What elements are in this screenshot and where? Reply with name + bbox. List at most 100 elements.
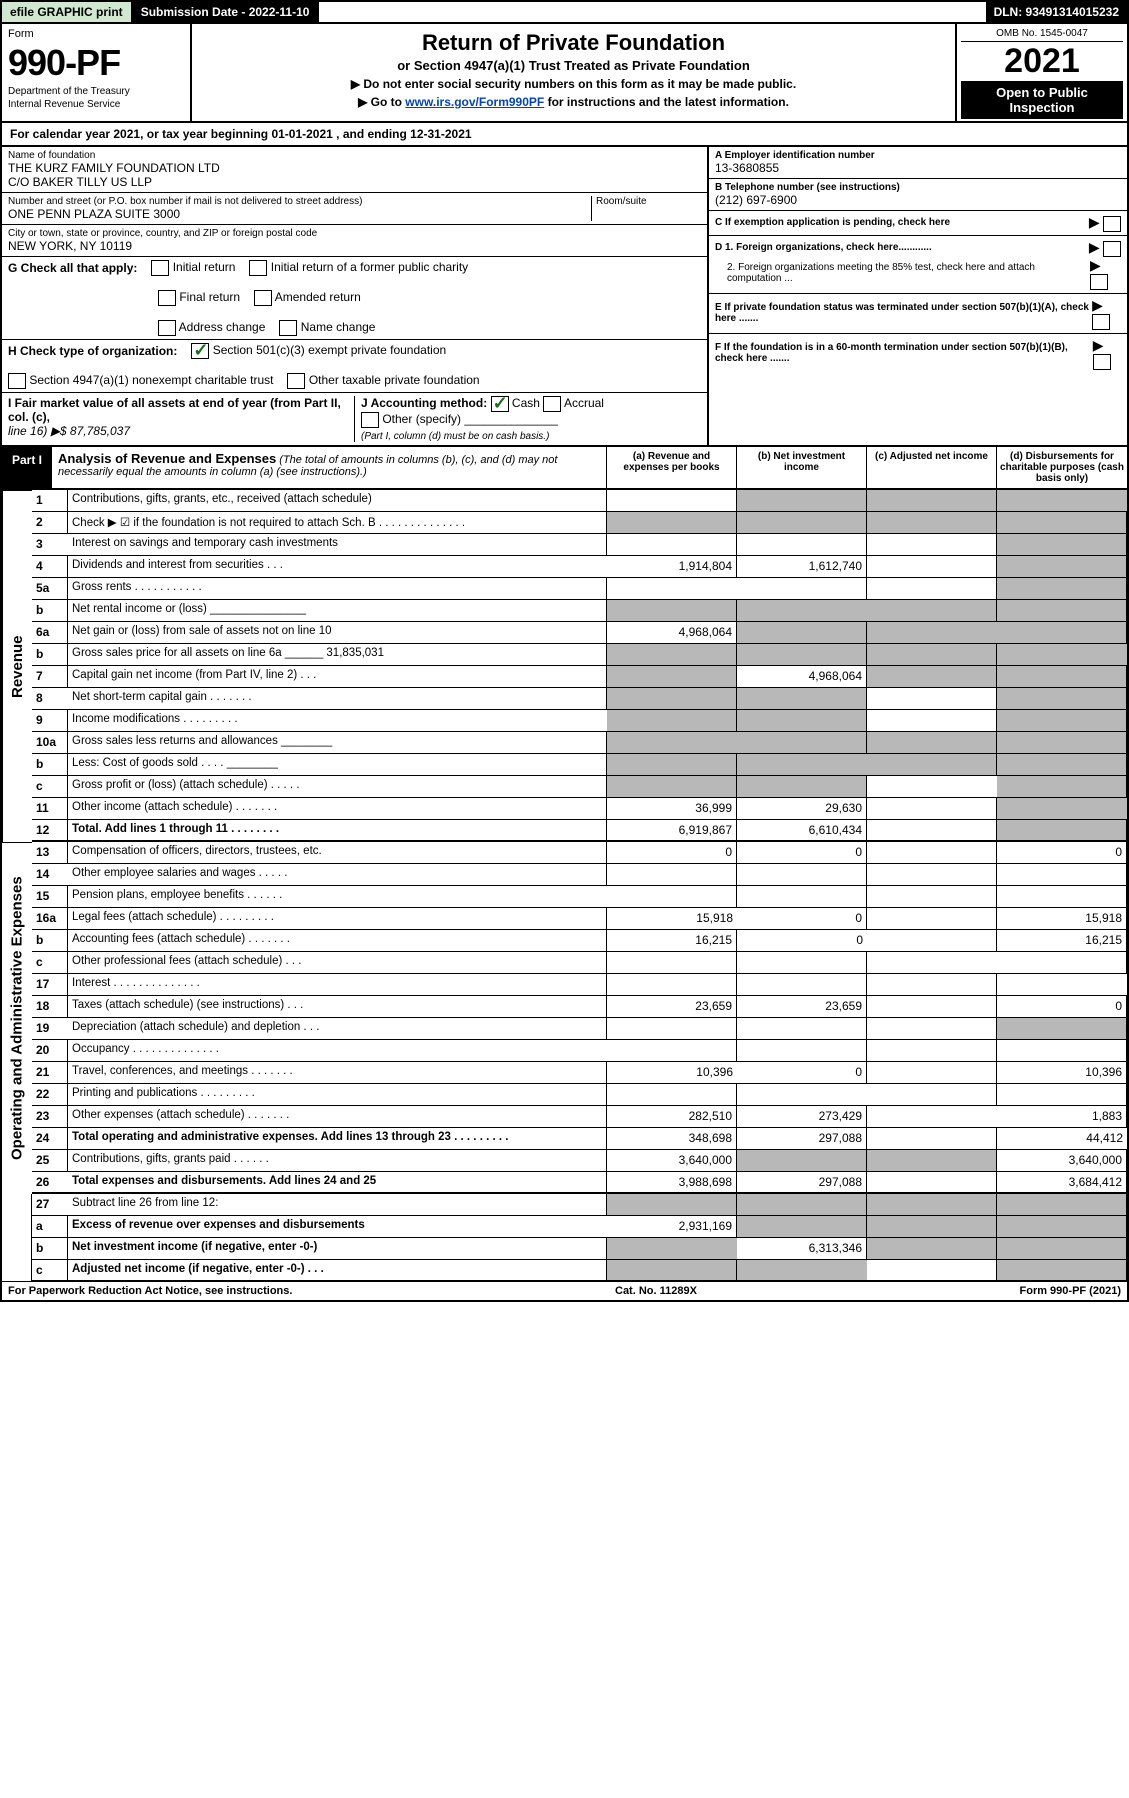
table-cell xyxy=(867,732,997,754)
table-cell: 24 xyxy=(32,1128,68,1150)
g-opt-3: Amended return xyxy=(254,290,361,306)
table-cell: Net investment income (if negative, ente… xyxy=(68,1238,607,1260)
j-other-label: Other (specify) xyxy=(382,412,461,426)
checkbox-icon[interactable] xyxy=(361,412,379,428)
table-cell: 16,215 xyxy=(607,930,737,952)
table-cell xyxy=(737,864,867,886)
checkbox-icon[interactable] xyxy=(1093,354,1111,370)
table-cell: 10a xyxy=(32,732,68,754)
sub2b-suffix: for instructions and the latest informat… xyxy=(548,95,789,109)
table-cell xyxy=(867,688,997,710)
table-cell xyxy=(997,732,1127,754)
h2-label: Section 4947(a)(1) nonexempt charitable … xyxy=(29,373,273,387)
checkbox-icon[interactable] xyxy=(1103,216,1121,232)
checkbox-icon[interactable] xyxy=(1090,274,1108,290)
d1-check: ▶ xyxy=(1089,239,1121,257)
part1-header: Part I Analysis of Revenue and Expenses … xyxy=(0,447,1129,490)
table-cell xyxy=(997,1040,1127,1062)
table-cell: 20 xyxy=(32,1040,68,1062)
table-cell xyxy=(607,886,737,908)
table-cell xyxy=(867,996,997,1018)
checkbox-checked-icon[interactable] xyxy=(191,343,209,359)
form-number: 990-PF xyxy=(8,42,184,84)
g-opt-3-label: Amended return xyxy=(275,290,361,304)
part1-grid: Revenue1Contributions, gifts, grants, et… xyxy=(0,490,1129,1282)
table-cell: a xyxy=(32,1216,68,1238)
table-cell: Gross sales price for all assets on line… xyxy=(68,644,607,666)
table-cell: Legal fees (attach schedule) . . . . . .… xyxy=(68,908,607,930)
checkbox-icon[interactable] xyxy=(151,260,169,276)
table-cell: 25 xyxy=(32,1150,68,1172)
table-cell: 8 xyxy=(32,688,68,710)
table-cell: 10,396 xyxy=(997,1062,1127,1084)
table-cell: 23,659 xyxy=(607,996,737,1018)
table-cell: Gross profit or (loss) (attach schedule)… xyxy=(68,776,607,798)
checkbox-icon[interactable] xyxy=(287,373,305,389)
table-cell: 27 xyxy=(32,1194,68,1216)
checkbox-icon[interactable] xyxy=(543,396,561,412)
table-cell: 6,919,867 xyxy=(607,820,737,842)
table-cell: 3,640,000 xyxy=(607,1150,737,1172)
g-label: G Check all that apply: xyxy=(8,261,137,275)
table-cell xyxy=(997,556,1127,578)
g-row: G Check all that apply: Initial return I… xyxy=(2,257,707,340)
checkbox-icon[interactable] xyxy=(254,290,272,306)
g-opt-1: Initial return of a former public charit… xyxy=(249,260,468,276)
table-cell xyxy=(607,754,737,776)
name-label: Name of foundation xyxy=(8,150,701,161)
e-block: E If private foundation status was termi… xyxy=(709,294,1127,334)
checkbox-icon[interactable] xyxy=(1103,241,1121,257)
table-cell xyxy=(997,754,1127,776)
table-cell xyxy=(867,754,997,776)
phone-value: (212) 697-6900 xyxy=(715,193,1121,207)
table-cell: 13 xyxy=(32,842,68,864)
j-label: J Accounting method: xyxy=(361,396,487,410)
table-cell: 3,988,698 xyxy=(607,1172,737,1194)
table-cell xyxy=(737,644,867,666)
table-cell xyxy=(737,600,867,622)
checkbox-icon[interactable] xyxy=(1092,314,1110,330)
address: ONE PENN PLAZA SUITE 3000 xyxy=(8,207,591,221)
checkbox-icon[interactable] xyxy=(279,320,297,336)
table-cell: 36,999 xyxy=(607,798,737,820)
checkbox-icon[interactable] xyxy=(8,373,26,389)
table-cell: Subtract line 26 from line 12: xyxy=(68,1194,607,1216)
table-cell xyxy=(607,1084,737,1106)
instructions-link[interactable]: www.irs.gov/Form990PF xyxy=(405,95,544,109)
table-cell: Check ▶ ☑ if the foundation is not requi… xyxy=(68,512,607,534)
table-cell xyxy=(867,1040,997,1062)
checkbox-icon[interactable] xyxy=(249,260,267,276)
table-cell xyxy=(867,908,997,930)
table-cell xyxy=(997,886,1127,908)
table-cell xyxy=(867,534,997,556)
calendar-year-row: For calendar year 2021, or tax year begi… xyxy=(0,123,1129,147)
h-opt-2: Section 4947(a)(1) nonexempt charitable … xyxy=(8,373,273,389)
table-cell xyxy=(607,952,737,974)
part1-label: Part I xyxy=(2,447,52,488)
checkbox-icon[interactable] xyxy=(158,290,176,306)
table-cell: 6a xyxy=(32,622,68,644)
side-label: Revenue xyxy=(2,490,32,842)
table-cell: Depreciation (attach schedule) and deple… xyxy=(68,1018,607,1040)
table-cell: 0 xyxy=(737,930,867,952)
table-cell xyxy=(867,1216,997,1238)
table-cell xyxy=(607,1260,737,1282)
d2-check: ▶ xyxy=(1090,257,1121,290)
checkbox-icon[interactable] xyxy=(158,320,176,336)
h-opt-3: Other taxable private foundation xyxy=(287,373,479,389)
col-d-header: (d) Disbursements for charitable purpose… xyxy=(997,447,1127,488)
table-cell xyxy=(607,490,737,512)
g-opt-2: Final return xyxy=(158,290,240,306)
table-cell xyxy=(867,886,997,908)
topbar-spacer xyxy=(319,2,985,22)
checkbox-checked-icon[interactable] xyxy=(491,396,509,412)
table-cell xyxy=(607,666,737,688)
col-a-header: (a) Revenue and expenses per books xyxy=(607,447,737,488)
table-cell xyxy=(997,534,1127,556)
table-cell: 2,931,169 xyxy=(607,1216,737,1238)
table-cell: 4 xyxy=(32,556,68,578)
table-cell: c xyxy=(32,1260,68,1282)
header-mid: Return of Private Foundation or Section … xyxy=(192,24,957,121)
table-cell xyxy=(867,1084,997,1106)
omb-number: OMB No. 1545-0047 xyxy=(961,26,1123,42)
